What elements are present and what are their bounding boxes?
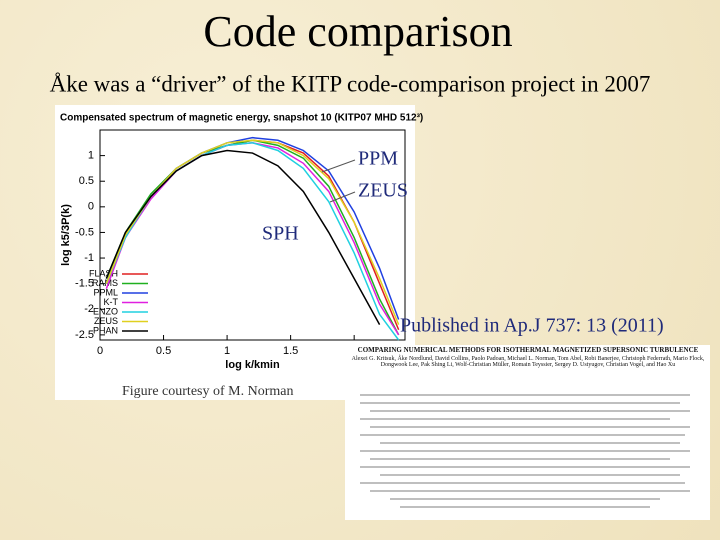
y-tick-label: -0.5 [75, 226, 94, 238]
slide-title: Code comparison [203, 7, 512, 56]
legend-label: ENZO [93, 306, 118, 316]
annotation: ZEUS [358, 180, 408, 202]
paper-body: COMPARING NUMERICAL METHODS FOR ISOTHERM… [348, 346, 708, 368]
chart-title: Compensated spectrum of magnetic energy,… [60, 113, 423, 124]
y-tick-label: 0 [88, 201, 94, 213]
y-tick-label: 0.5 [79, 175, 94, 187]
slide-subtitle: Åke was a “driver” of the KITP code-comp… [50, 71, 651, 96]
paper-authors: Alexei G. Kritsuk, Åke Nordlund, David C… [351, 356, 705, 368]
legend-label: ZEUS [94, 316, 118, 326]
pointer [329, 191, 356, 203]
legend-label: PPML [93, 287, 118, 297]
chart: Compensated spectrum of magnetic energy,… [60, 113, 423, 371]
y-tick-label: -1.5 [75, 278, 94, 290]
y-tick-label: -2 [84, 303, 94, 315]
x-tick-label: 0 [97, 345, 103, 357]
x-tick-label: 1.5 [283, 345, 298, 357]
series-line [105, 149, 381, 325]
y-tick-label: -2.5 [75, 329, 94, 341]
legend-label: PHAN [93, 325, 118, 335]
x-axis-label: log k/kmin [225, 359, 280, 371]
y-axis-label: log k5/3P(k) [60, 204, 72, 266]
y-tick-label: -1 [84, 252, 94, 264]
pointer [321, 159, 356, 173]
x-tick-label: 1 [224, 345, 230, 357]
plot-frame [99, 129, 406, 341]
legend-label: FLASH [89, 268, 118, 278]
legend-label: RAMS [92, 278, 118, 288]
paper-title: COMPARING NUMERICAL METHODS FOR ISOTHERM… [357, 346, 699, 354]
legend-label: K-T [104, 297, 119, 307]
x-tick-label: 0.5 [156, 345, 171, 357]
paper-text: COMPARING NUMERICAL METHODS FOR ISOTHERM… [348, 346, 708, 368]
credit: Figure courtesy of M. Norman [122, 384, 293, 399]
annotation: PPM [358, 148, 398, 170]
affiliation-lines [360, 394, 690, 508]
annotation: SPH [262, 223, 299, 245]
y-tick-label: 1 [88, 150, 94, 162]
publication: Published in Ap.J 737: 13 (2011) [400, 315, 664, 337]
